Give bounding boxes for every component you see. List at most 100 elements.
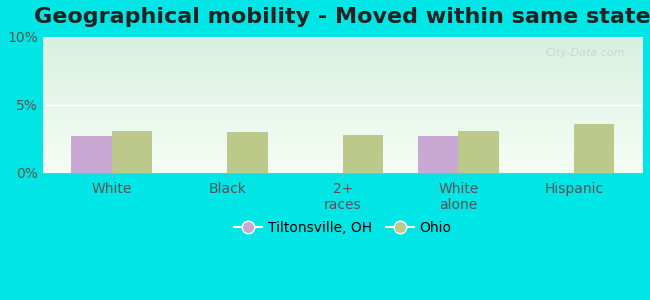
Bar — [42, 134, 643, 135]
Bar — [343, 135, 384, 173]
Bar — [42, 142, 643, 143]
Legend: Tiltonsville, OH, Ohio: Tiltonsville, OH, Ohio — [229, 216, 457, 241]
Bar — [42, 64, 643, 65]
Bar — [42, 138, 643, 139]
Bar — [42, 56, 643, 57]
Bar — [42, 167, 643, 169]
Bar — [42, 110, 643, 112]
Bar — [42, 46, 643, 48]
Bar — [42, 121, 643, 123]
Bar — [42, 123, 643, 124]
Bar — [42, 128, 643, 129]
Bar — [42, 78, 643, 79]
Bar — [458, 131, 499, 173]
Title: Geographical mobility - Moved within same state: Geographical mobility - Moved within sam… — [34, 7, 650, 27]
Bar — [42, 88, 643, 90]
Bar — [42, 75, 643, 76]
Bar — [72, 136, 112, 173]
Bar — [42, 103, 643, 105]
Bar — [42, 67, 643, 68]
Bar — [42, 45, 643, 46]
Bar — [42, 105, 643, 106]
Bar — [42, 55, 643, 56]
Bar — [42, 60, 643, 61]
Bar — [42, 58, 643, 60]
Bar — [42, 91, 643, 93]
Bar — [42, 135, 643, 136]
Bar — [42, 117, 643, 118]
Bar — [42, 79, 643, 80]
Bar — [42, 136, 643, 138]
Bar — [42, 108, 643, 109]
Bar — [42, 148, 643, 150]
Bar — [42, 161, 643, 162]
Bar — [42, 124, 643, 125]
Bar — [42, 76, 643, 78]
Bar — [42, 37, 643, 38]
Bar — [42, 72, 643, 74]
Bar — [42, 98, 643, 99]
Bar — [42, 140, 643, 142]
Bar — [42, 61, 643, 63]
Bar — [112, 131, 152, 173]
Bar — [42, 65, 643, 67]
Bar — [42, 131, 643, 132]
Bar — [42, 166, 643, 167]
Bar — [42, 118, 643, 120]
Bar — [42, 129, 643, 131]
Bar — [42, 95, 643, 97]
Text: City-Data.com: City-Data.com — [545, 48, 625, 58]
Bar — [42, 57, 643, 59]
Bar — [42, 116, 643, 117]
Bar — [42, 102, 643, 104]
Bar — [42, 82, 643, 83]
Bar — [42, 165, 643, 166]
Bar — [42, 154, 643, 155]
Bar — [42, 85, 643, 86]
Bar — [42, 132, 643, 134]
Bar — [42, 87, 643, 88]
Bar — [42, 113, 643, 114]
Bar — [227, 132, 268, 173]
Bar — [42, 80, 643, 82]
Bar — [42, 40, 643, 41]
Bar — [42, 106, 643, 108]
Bar — [42, 41, 643, 42]
Bar — [42, 157, 643, 158]
Bar — [42, 159, 643, 161]
Bar — [42, 53, 643, 55]
Bar — [42, 172, 643, 173]
Bar — [42, 71, 643, 72]
Bar — [574, 124, 614, 173]
Bar — [42, 158, 643, 159]
Bar — [42, 114, 643, 116]
Bar — [42, 49, 643, 50]
Bar — [42, 83, 643, 85]
Bar — [42, 86, 643, 87]
Bar — [42, 74, 643, 75]
Bar — [418, 136, 458, 173]
Bar — [42, 127, 643, 128]
Bar — [42, 70, 643, 71]
Bar — [42, 152, 643, 154]
Bar — [42, 90, 643, 91]
Bar — [42, 99, 643, 101]
Bar — [42, 125, 643, 127]
Bar — [42, 147, 643, 148]
Bar — [42, 143, 643, 144]
Bar — [42, 139, 643, 140]
Bar — [42, 109, 643, 110]
Bar — [42, 146, 643, 147]
Bar — [42, 44, 643, 45]
Bar — [42, 155, 643, 157]
Bar — [42, 144, 643, 146]
Bar — [42, 101, 643, 102]
Bar — [42, 170, 643, 172]
Bar — [42, 38, 643, 40]
Bar — [42, 68, 643, 70]
Bar — [42, 93, 643, 94]
Bar — [42, 151, 643, 152]
Bar — [42, 42, 643, 44]
Bar — [42, 120, 643, 121]
Bar — [42, 162, 643, 164]
